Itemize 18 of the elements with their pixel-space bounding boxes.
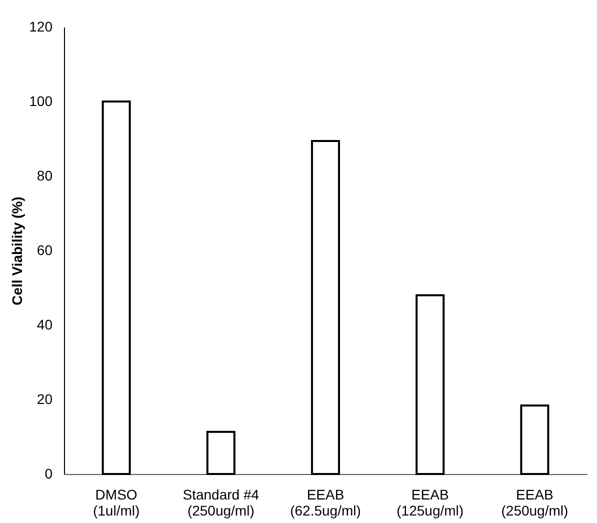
- y-axis-title: Cell Viability (%): [9, 196, 26, 306]
- y-tick-label: 100: [29, 93, 53, 109]
- y-tick-label: 120: [29, 18, 53, 34]
- bar: [102, 100, 131, 475]
- bar: [206, 430, 236, 475]
- x-tick-label: EEAB (250ug/ml): [501, 486, 568, 518]
- x-tick-label: EEAB (62.5ug/ml): [290, 486, 361, 518]
- bar: [416, 294, 445, 475]
- bar: [311, 140, 340, 475]
- y-tick-label: 80: [36, 168, 53, 184]
- y-tick-label: 40: [36, 316, 53, 332]
- x-tick-label: DMSO (1ul/ml): [92, 486, 140, 518]
- y-tick-label: 20: [36, 391, 53, 407]
- x-tick-label: Standard #4 (250ug/ml): [182, 486, 260, 518]
- bar: [520, 404, 550, 475]
- x-tick-label: EEAB (125ug/ml): [396, 486, 464, 518]
- y-tick-label: 60: [36, 242, 53, 258]
- y-tick-label: 0: [44, 466, 53, 482]
